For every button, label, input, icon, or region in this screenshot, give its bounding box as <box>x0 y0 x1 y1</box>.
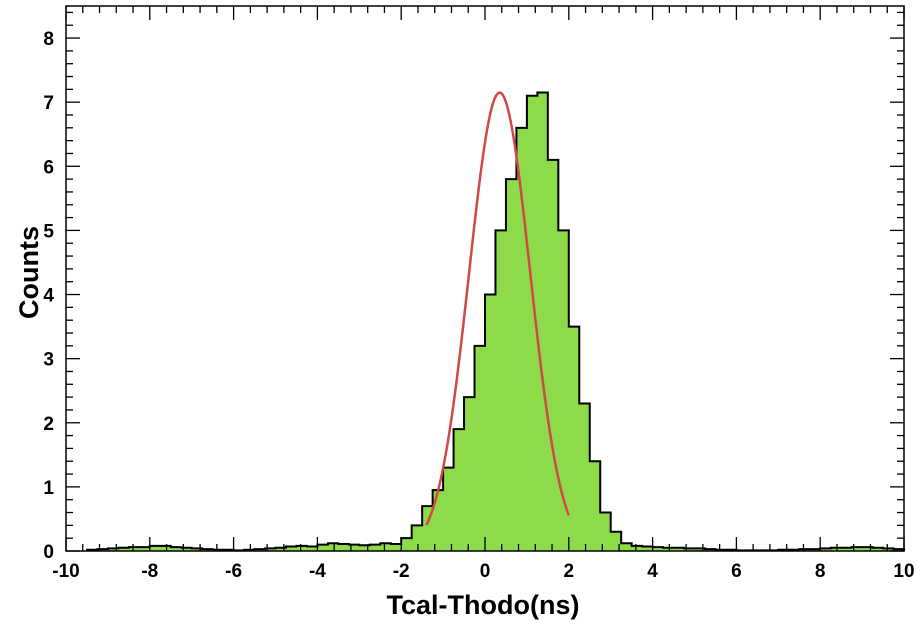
histogram-bin <box>505 179 517 551</box>
histogram-bin <box>327 543 339 551</box>
histogram-bin <box>547 159 559 551</box>
histogram-bin <box>663 547 674 551</box>
histogram-bin <box>830 547 842 551</box>
x-tick-label: 0 <box>480 561 491 582</box>
y-tick-label: 3 <box>43 350 54 371</box>
histogram-bin <box>558 230 570 552</box>
histogram-bin <box>296 545 308 551</box>
x-tick-label: -2 <box>393 561 410 582</box>
histogram-bin <box>851 547 863 551</box>
histogram-bin <box>464 397 475 551</box>
histogram-bin <box>275 547 287 551</box>
y-tick-label: 5 <box>43 221 54 242</box>
y-tick-label: 4 <box>43 286 54 307</box>
histogram-bin <box>191 548 203 551</box>
histogram-bin <box>537 92 549 551</box>
histogram-bin <box>306 546 318 551</box>
histogram-bin <box>526 95 538 551</box>
histogram-bin <box>474 345 486 551</box>
histogram-bin <box>673 547 685 551</box>
histogram-bin <box>589 461 601 551</box>
histogram-bin <box>348 544 360 551</box>
x-axis-title: Tcal-Thodo(ns) <box>387 590 580 620</box>
histogram-bin <box>862 547 873 551</box>
x-tick-label: 10 <box>893 561 914 582</box>
histogram-bin <box>139 547 151 551</box>
histogram-bin <box>107 548 119 551</box>
histogram-bin <box>453 429 465 551</box>
x-tick-label: -10 <box>52 561 79 582</box>
histogram-bin <box>516 127 528 551</box>
histogram-bin <box>285 546 297 551</box>
histogram-bin <box>317 544 329 551</box>
histogram-bin <box>359 545 371 551</box>
histogram-bin <box>621 543 633 551</box>
histogram-bin <box>265 548 276 551</box>
histogram-bin <box>149 545 161 551</box>
x-tick-labels: -10 -8 -6 -4 -2 0 2 4 6 8 10 <box>52 561 914 582</box>
x-tick-label: -6 <box>225 561 242 582</box>
histogram-bin <box>495 230 507 552</box>
histogram-bin <box>841 547 853 551</box>
y-tick-label: 2 <box>43 414 54 435</box>
y-axis-title: Counts <box>14 226 44 319</box>
x-tick-label: 6 <box>731 561 742 582</box>
axis-ticks <box>65 6 905 552</box>
histogram-bin <box>820 548 832 551</box>
x-tick-label: -8 <box>141 561 158 582</box>
histogram-bars <box>86 92 905 552</box>
x-tick-label: 2 <box>564 561 575 582</box>
x-tick-label: -4 <box>309 561 326 582</box>
gaussian-fit-curve <box>425 91 570 526</box>
histogram-bin <box>401 538 413 551</box>
histogram-bin <box>443 467 454 551</box>
x-tick-label: 8 <box>815 561 826 582</box>
x-tick-label: 4 <box>647 561 658 582</box>
histogram-bin <box>128 547 140 551</box>
histogram-bin <box>579 403 591 551</box>
histogram-bin <box>883 548 894 551</box>
histogram-bin <box>684 548 695 551</box>
histogram-bin <box>485 294 496 551</box>
y-tick-label: 1 <box>43 478 54 499</box>
histogram-bin <box>694 548 706 551</box>
histogram-bin <box>181 547 193 551</box>
y-tick-labels: 0 1 2 3 4 5 6 7 8 <box>43 29 54 563</box>
histogram-bin <box>642 546 653 551</box>
histogram-bin <box>390 543 402 551</box>
y-tick-label: 6 <box>43 157 54 178</box>
histogram-bin <box>422 506 434 551</box>
histogram-bin <box>338 543 350 551</box>
histogram-bin <box>369 544 381 551</box>
histogram-bin <box>411 525 423 551</box>
histogram-bin <box>652 547 664 551</box>
histogram-bin <box>170 547 182 551</box>
histogram-bin <box>118 547 130 551</box>
y-tick-label: 7 <box>43 93 54 114</box>
histogram-bin <box>600 512 612 551</box>
histogram-bin <box>380 543 392 551</box>
histogram-bin <box>568 326 580 551</box>
histogram-bin <box>631 545 643 551</box>
histogram-bin <box>432 490 444 551</box>
y-tick-label: 8 <box>43 29 54 50</box>
y-tick-label: 0 <box>43 542 54 563</box>
histogram-bin <box>610 531 622 551</box>
histogram-bin <box>872 547 884 551</box>
histogram-bin <box>160 545 172 551</box>
